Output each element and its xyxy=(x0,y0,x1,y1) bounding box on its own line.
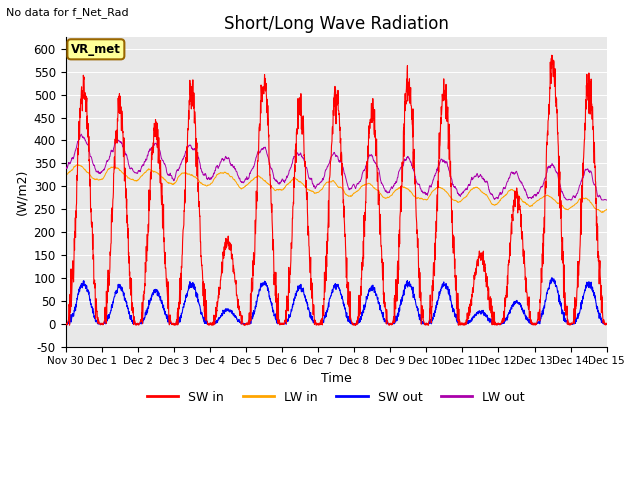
Y-axis label: (W/m2): (W/m2) xyxy=(15,169,28,215)
Legend: SW in, LW in, SW out, LW out: SW in, LW in, SW out, LW out xyxy=(142,385,530,408)
Text: VR_met: VR_met xyxy=(71,43,121,56)
X-axis label: Time: Time xyxy=(321,372,351,385)
Text: No data for f_Net_Rad: No data for f_Net_Rad xyxy=(6,7,129,18)
Title: Short/Long Wave Radiation: Short/Long Wave Radiation xyxy=(223,15,449,33)
